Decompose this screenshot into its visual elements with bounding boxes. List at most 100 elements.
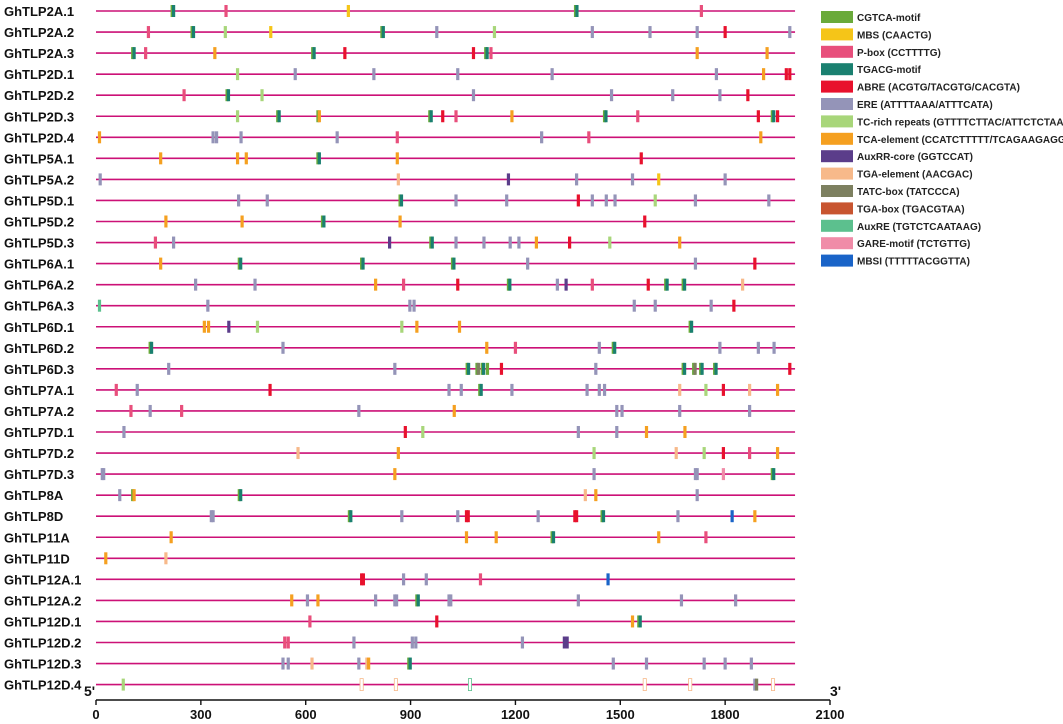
cis-element-ERE <box>206 299 210 312</box>
gene-label: GhTLP6A.3 <box>4 299 74 314</box>
cis-element-TGACG <box>430 236 434 249</box>
cis-element-TGAel <box>583 489 587 502</box>
cis-element-TCA <box>97 131 102 144</box>
cis-element-MBSI <box>730 510 734 523</box>
cis-element-ABRE <box>576 194 580 207</box>
legend-item: TATC-box (TATCCCA) <box>821 185 960 198</box>
cis-element-TGAel <box>310 657 314 670</box>
cis-element-TCA <box>644 426 649 438</box>
gene-label: GhTLP2D.4 <box>4 130 75 145</box>
cis-element-TC <box>223 26 227 39</box>
gene-row: GhTLP2A.3 <box>4 46 796 61</box>
cis-element-ERE <box>536 510 540 523</box>
cis-element-TC <box>702 447 706 460</box>
cis-element-ERE <box>209 510 213 523</box>
cis-element-TCA <box>367 657 371 670</box>
cis-element-ERE <box>265 194 269 207</box>
gene-rows: GhTLP2A.1 GhTLP2A.2 GhTLP2A.3 GhTLP2D.1 GhTL… <box>4 4 796 693</box>
cis-element-TGACG <box>429 110 433 123</box>
gene-label: GhTLP12D.2 <box>4 636 81 651</box>
gene-label: GhTLP5A.2 <box>4 172 74 187</box>
gene-label: GhTLP7A.2 <box>4 404 74 419</box>
cis-element-ABRE <box>435 615 439 628</box>
gene-label: GhTLP7D.1 <box>4 425 74 440</box>
cis-element-ERE <box>211 510 215 523</box>
gene-label: GhTLP7D.2 <box>4 446 74 461</box>
cis-element-ERE <box>357 404 361 417</box>
cis-element-AuxRR <box>227 320 231 333</box>
cis-element-ERE <box>678 404 682 417</box>
cis-element-ABRE <box>721 383 725 396</box>
cis-element-TCA <box>159 152 163 165</box>
legend-label: AuxRR-core (GGTCCAT) <box>857 152 973 163</box>
cis-element-TGACG <box>361 257 365 270</box>
cis-element-ERE <box>239 131 243 144</box>
cis-element-ERE <box>410 636 414 649</box>
cis-element-AuxRE <box>97 299 102 312</box>
cis-element-Pbox <box>704 531 708 544</box>
gene-row: GhTLP2D.3 <box>4 109 796 124</box>
cis-element-Pbox <box>395 131 399 144</box>
cis-element-ABRE <box>471 47 476 60</box>
gene-row: GhTLP11D <box>4 551 796 566</box>
cis-element-ERE <box>171 236 176 249</box>
x-tick-label: 1200 <box>501 707 530 722</box>
cis-element-TC <box>235 68 240 81</box>
cis-element-TGAel <box>396 173 400 186</box>
gene-row: GhTLP12D.4 <box>4 678 796 693</box>
legend-label: TC-rich repeats (GTTTTCTTAC/ATTCTCTAAC) <box>857 117 1063 128</box>
cis-element-TCA <box>775 383 780 396</box>
legend-item: AuxRR-core (GGTCCAT) <box>821 150 973 163</box>
cis-element-ABRE <box>499 362 504 375</box>
cis-element-Pbox <box>144 47 148 60</box>
cis-element-ERE <box>555 278 559 291</box>
cis-element-ERE <box>604 194 608 207</box>
cis-element-TCA <box>464 531 469 544</box>
legend-label: AuxRE (TGTCTCAATAAG) <box>857 222 981 233</box>
cis-element-TATC <box>755 678 759 691</box>
cis-element-TGACG <box>349 510 353 523</box>
legend-item: MBS (CAACTG) <box>821 28 931 41</box>
cis-element-Pbox <box>180 404 184 417</box>
gene-row: GhTLP6D.3 <box>4 362 796 377</box>
cis-element-ABRE <box>268 383 272 396</box>
cis-element-ERE <box>482 236 486 249</box>
cis-element-ERE <box>122 426 126 438</box>
cis-element-ERE <box>753 678 757 691</box>
cis-element-Pbox <box>182 89 186 102</box>
cis-element-TGACG <box>682 362 687 375</box>
cis-element-TCA <box>159 257 163 270</box>
gene-label: GhTLP8D <box>4 509 63 524</box>
gene-row: GhTLP12A.1 <box>4 572 796 587</box>
gene-label: GhTLP2A.1 <box>4 4 74 19</box>
gene-row: GhTLP7D.3 <box>4 467 796 482</box>
cis-element-TCA <box>290 594 294 607</box>
cis-element-ERE <box>237 194 241 207</box>
legend-item: TGA-box (TGACGTAA) <box>821 202 965 215</box>
cis-element-ERE <box>435 26 439 39</box>
cis-element-ERE <box>574 173 579 186</box>
cis-element-Pbox <box>224 5 228 17</box>
cis-element-ERE <box>693 257 698 270</box>
cis-element-ABRE <box>360 573 364 586</box>
cis-element-ERE <box>517 236 521 249</box>
cis-element-TC <box>653 194 657 207</box>
cis-element-ERE <box>510 383 514 396</box>
cis-element-TCA <box>316 594 320 607</box>
cis-element-ERE <box>335 131 339 144</box>
cis-element-TGAel <box>688 678 693 691</box>
cis-element-TCA <box>534 236 538 249</box>
gene-label: GhTLP12A.2 <box>4 593 81 608</box>
legend-label: P-box (CCTTTTG) <box>857 48 941 59</box>
cis-element-ERE <box>630 173 635 186</box>
cis-element-TCA <box>132 489 136 502</box>
legend-swatch <box>821 11 853 23</box>
cis-element-ERE <box>602 383 607 396</box>
cis-element-TGAel <box>748 383 752 396</box>
legend-label: TGACG-motif <box>857 65 922 76</box>
gene-row: GhTLP7D.1 <box>4 425 796 440</box>
legend-label: TATC-box (TATCCCA) <box>857 187 960 198</box>
cis-element-MBS <box>346 5 350 17</box>
legend-swatch <box>821 150 853 163</box>
cis-element-Pbox <box>748 447 752 460</box>
